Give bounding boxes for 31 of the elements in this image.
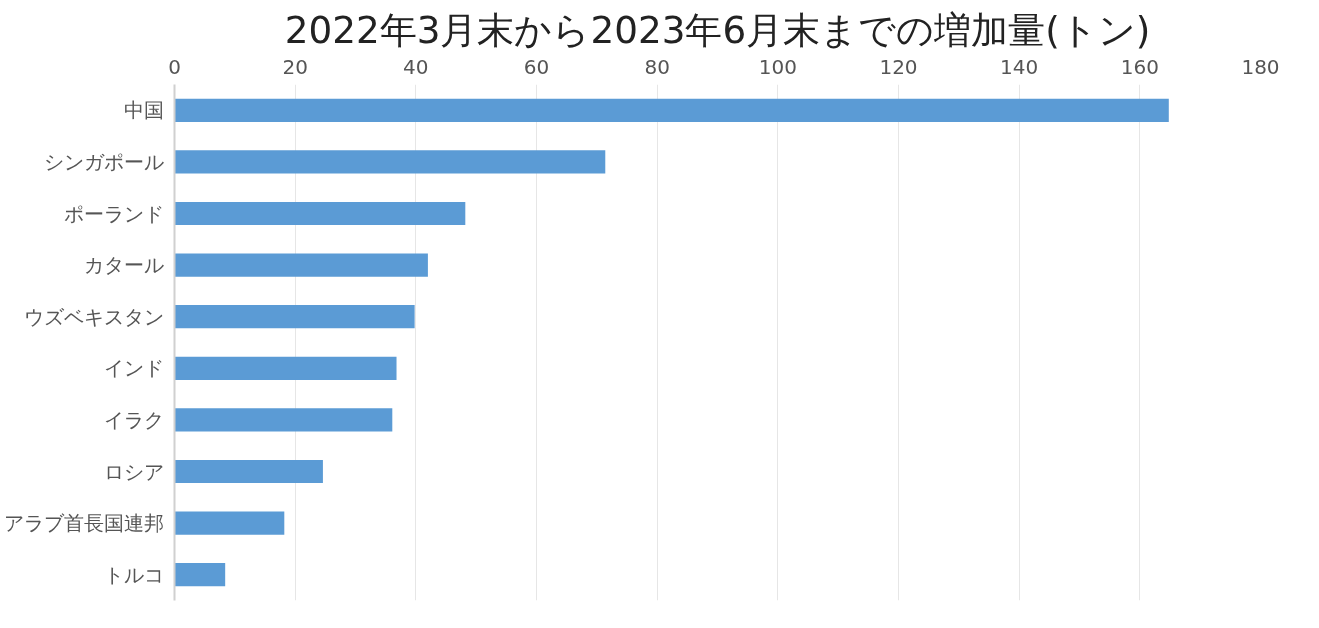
bar: [174, 459, 323, 484]
y-tick-label: トルコ: [103, 562, 164, 587]
y-tick-label: アラブ首長国連邦: [3, 511, 164, 536]
y-tick-label: ポーランド: [63, 201, 164, 226]
x-tick-label: 0: [168, 54, 181, 79]
x-tick-label: 60: [523, 54, 550, 79]
bar: [174, 305, 415, 329]
bar: [174, 356, 397, 380]
y-tick-label: カタール: [83, 253, 164, 278]
bar: [174, 98, 1169, 122]
chart-title: 2022年3月末から2023年6月末までの増加量(トン): [284, 7, 1151, 52]
y-tick-label: イラク: [103, 407, 164, 432]
x-tick-label: 100: [758, 54, 797, 79]
y-tick-label: シンガポール: [43, 149, 164, 174]
x-tick-label: 80: [644, 54, 670, 79]
y-tick-label: ウズベキスタン: [23, 304, 164, 329]
y-tick-label: 中国: [123, 98, 164, 123]
y-tick-label: ロシア: [103, 459, 164, 484]
bar: [174, 408, 393, 432]
x-tick-label: 140: [1000, 54, 1039, 79]
bar: [174, 563, 226, 587]
x-tick-label: 20: [282, 54, 308, 79]
x-tick-label: 160: [1120, 54, 1159, 79]
x-tick-label: 120: [879, 54, 918, 79]
x-tick-label: 180: [1241, 54, 1280, 79]
bar: [174, 253, 428, 277]
x-tick-label: 40: [403, 54, 429, 79]
bar: [174, 201, 466, 226]
bar: [174, 150, 606, 174]
bar: [174, 511, 285, 535]
y-tick-label: インド: [103, 356, 164, 381]
